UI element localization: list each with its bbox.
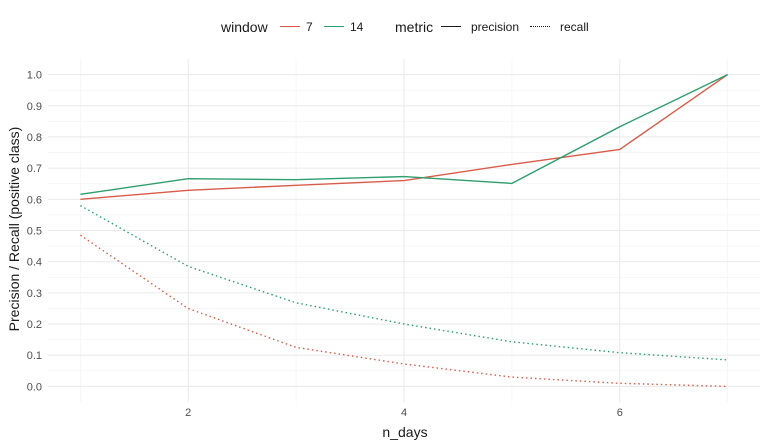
- y-tick-label: 0.5: [27, 226, 42, 238]
- series-line-recall-window-14: [80, 204, 728, 361]
- y-axis-title: Precision / Recall (positive class): [6, 127, 22, 332]
- y-tick-label: 1.0: [27, 70, 42, 82]
- legend-key-window-7: [280, 26, 300, 27]
- y-tick-label: 0.8: [27, 132, 42, 144]
- x-tick-label: 6: [617, 407, 623, 419]
- legend-label-window-14: 14: [350, 20, 364, 34]
- legend-label-precision: precision: [471, 20, 520, 34]
- x-axis-tick-labels: 2 4 6: [185, 407, 623, 419]
- series-line-precision-window-14: [80, 73, 728, 195]
- y-tick-label: 0.3: [27, 288, 42, 300]
- y-tick-label: 0.7: [27, 163, 42, 175]
- legend-key-recall: [530, 26, 550, 27]
- legend-title-metric: metric: [395, 19, 434, 35]
- plot-series: [80, 73, 728, 388]
- legend-label-window-7: 7: [306, 20, 313, 34]
- legend-title-window: window: [221, 19, 268, 35]
- y-tick-label: 0.9: [27, 101, 42, 113]
- legend-label-recall: recall: [560, 20, 589, 34]
- y-tick-label: 0.2: [27, 319, 42, 331]
- x-tick-label: 2: [185, 407, 191, 419]
- series-line-precision-window-7: [80, 74, 728, 200]
- x-axis-title: n_days: [382, 424, 427, 440]
- y-tick-label: 0.0: [27, 381, 42, 393]
- y-axis-tick-labels: 0.0 0.1 0.2 0.3 0.4 0.5 0.6 0.7 0.8 0.9 1.0: [27, 70, 42, 394]
- y-tick-label: 0.1: [27, 350, 42, 362]
- legend-key-precision: [441, 26, 461, 27]
- y-tick-label: 0.4: [27, 257, 42, 269]
- legend-key-window-14: [324, 26, 344, 27]
- y-tick-label: 0.6: [27, 194, 42, 206]
- x-tick-label: 4: [401, 407, 407, 419]
- legend: window 7 14 metric precision recall: [0, 16, 768, 38]
- plot-grid: [48, 59, 760, 402]
